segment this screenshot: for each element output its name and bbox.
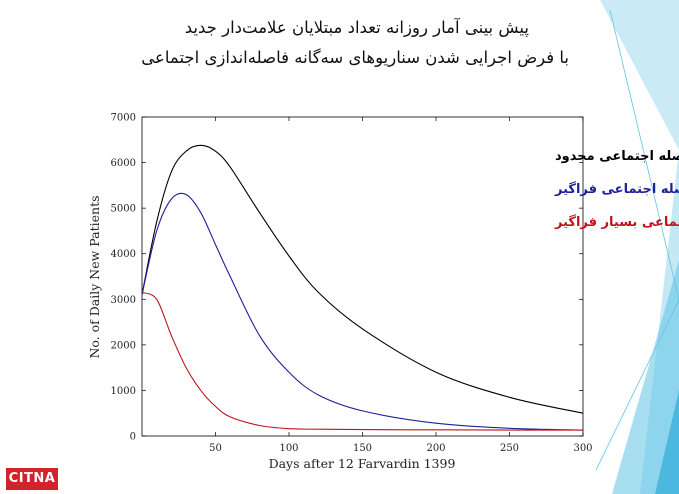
series-line-1 (141, 144, 584, 414)
x-tick-label: 100 (279, 443, 298, 454)
series-line-3 (141, 291, 583, 431)
y-tick-label: 1000 (111, 386, 136, 397)
y-tick-label: 5000 (111, 204, 136, 215)
y-tick-label: 6000 (111, 158, 136, 169)
y-tick-label: 2000 (111, 340, 136, 351)
accent-triangle (600, 0, 679, 150)
y-tick-label: 4000 (111, 249, 136, 260)
slide-title-line-1: پیش بینی آمار روزانه تعداد مبتلایان علام… (184, 18, 529, 37)
x-tick-label: 250 (500, 443, 519, 454)
x-tick-label: 300 (573, 443, 592, 454)
x-tick-label: 150 (353, 443, 372, 454)
accent-triangle (612, 260, 679, 494)
y-tick-label: 3000 (111, 295, 136, 306)
x-axis-title: Days after 12 Farvardin 1399 (269, 456, 456, 471)
citna-logo: CITNA (6, 468, 58, 490)
y-tick-label: 7000 (111, 113, 136, 124)
legend-entry-1: ۱- ایجاد فاصله اجتماعی محدود (555, 149, 679, 164)
y-axis-title: No. of Daily New Patients (87, 195, 102, 358)
legend-entry-2: ۲- ایجاد فاصله اجتماعی فراگیر (554, 181, 679, 197)
slide-title-line-2: با فرض اجرایی شدن سناریوهای سه‌گانه فاصل… (141, 48, 569, 67)
accent-triangle (655, 390, 679, 494)
accent-line (595, 299, 679, 471)
x-tick-label: 50 (209, 443, 222, 454)
series-line-2 (141, 192, 584, 431)
legend-entry-3: ۳- ایجاد فاصله اجتماعی بسیار فراگیر (554, 214, 679, 230)
y-tick-label: 0 (130, 432, 136, 443)
x-tick-label: 200 (426, 443, 445, 454)
accent-line (609, 9, 679, 301)
plot-frame (141, 116, 584, 437)
